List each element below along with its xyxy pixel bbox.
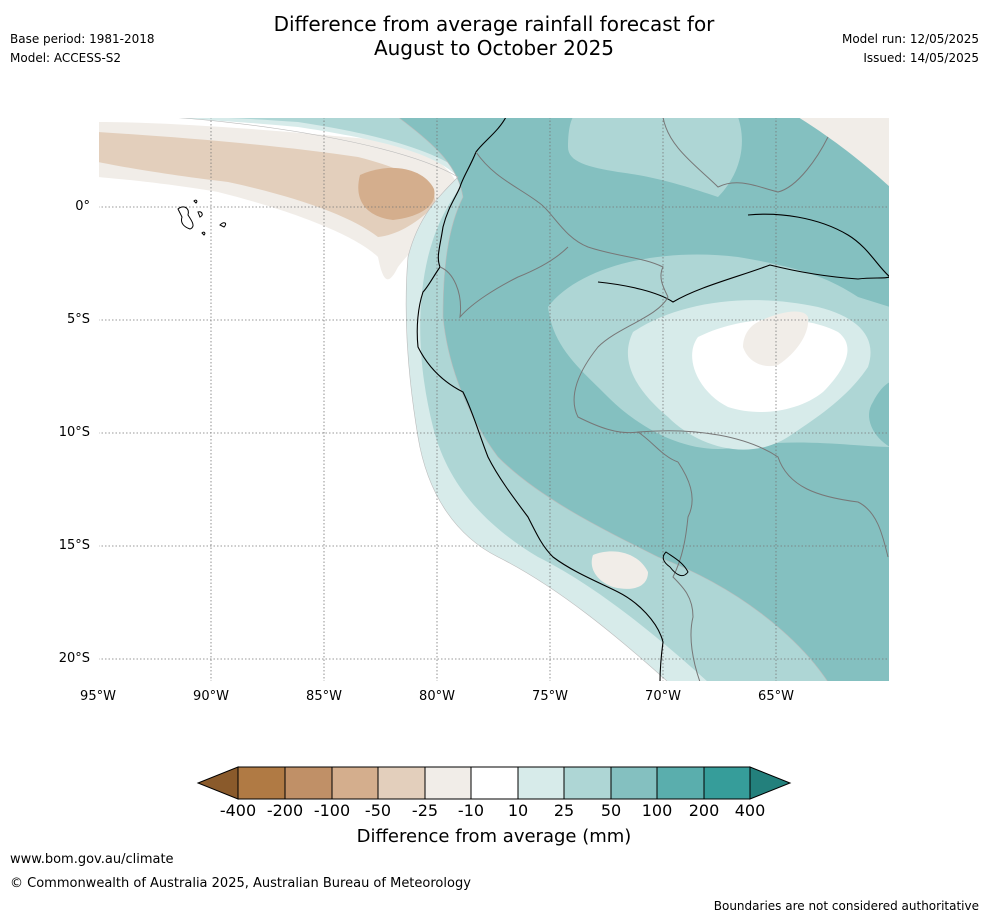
colorbar-swatch — [284, 766, 333, 800]
colorbar-tick: 100 — [641, 801, 673, 820]
copyright-notice: © Commonwealth of Australia 2025, Austra… — [10, 876, 471, 891]
colorbar-swatch — [237, 766, 286, 800]
colorbar-swatch — [563, 766, 612, 800]
galapagos-islands — [177, 199, 227, 236]
colorbar-tick: -400 — [219, 801, 257, 820]
colorbar-swatch — [470, 766, 519, 800]
lat-label-5s: 5°S — [66, 312, 90, 327]
colorbar-swatch — [656, 766, 705, 800]
colorbar-tick: 10 — [507, 801, 529, 820]
forecast-map — [98, 117, 890, 682]
lat-label-0: 0° — [75, 199, 90, 214]
dry-patch-south — [591, 551, 648, 589]
colorbar-swatch — [517, 766, 565, 800]
colorbar-swatch — [703, 766, 751, 800]
coastline-south-america — [416, 117, 664, 682]
lat-label-10s: 10°S — [58, 425, 90, 440]
coastline-amazon-south — [597, 264, 890, 303]
model-name: Model: ACCESS-S2 — [10, 51, 122, 65]
title-line-1: Difference from average rainfall forecas… — [273, 12, 715, 36]
lon-label-95w: 95°W — [80, 689, 116, 704]
colorbar-tick: -100 — [313, 801, 351, 820]
colorbar-extend-high — [749, 766, 792, 800]
boundaries-disclaimer: Boundaries are not considered authoritat… — [713, 899, 979, 913]
dry-patch-northeast — [798, 117, 890, 187]
colorbar-tick: 200 — [688, 801, 720, 820]
colorbar-tick: -200 — [266, 801, 304, 820]
colorbar-tick: -50 — [364, 801, 392, 820]
website-link[interactable]: www.bom.gov.au/climate — [10, 852, 174, 867]
colorbar-swatch — [610, 766, 658, 800]
lon-label-85w: 85°W — [306, 689, 342, 704]
dry-anomaly-50 — [358, 167, 435, 220]
lon-label-70w: 70°W — [645, 689, 681, 704]
base-period: Base period: 1981-2018 — [10, 32, 155, 46]
colorbar-tick: -10 — [457, 801, 485, 820]
country-borders — [439, 117, 889, 682]
coastline-amazon — [747, 213, 890, 278]
model-run: Model run: 12/05/2025 — [841, 32, 979, 46]
lon-label-80w: 80°W — [419, 689, 455, 704]
colorbar-label: Difference from average (mm) — [356, 826, 632, 847]
issued-date: Issued: 14/05/2025 — [863, 51, 979, 65]
colorbar-extend-low — [196, 766, 239, 800]
colorbar-tick: 50 — [600, 801, 622, 820]
wet-patch-50-east — [869, 382, 890, 447]
colorbar-swatch — [377, 766, 426, 800]
colorbar-swatch — [424, 766, 472, 800]
colorbar-tick: 25 — [553, 801, 575, 820]
lon-label-90w: 90°W — [193, 689, 229, 704]
graticule — [98, 117, 890, 682]
dry-anomaly-25 — [98, 132, 436, 237]
map-title: Difference from average rainfall forecas… — [0, 12, 988, 60]
colorbar-swatch — [331, 766, 379, 800]
lon-label-65w: 65°W — [758, 689, 794, 704]
colorbar — [196, 766, 792, 800]
wet-patch-25-north — [568, 117, 742, 197]
colorbar-tick: 400 — [734, 801, 766, 820]
lake-titicaca — [662, 551, 689, 577]
map-frame — [98, 117, 890, 682]
lat-label-15s: 15°S — [58, 538, 90, 553]
lon-label-75w: 75°W — [532, 689, 568, 704]
title-line-2: August to October 2025 — [373, 36, 615, 60]
colorbar-tick: -25 — [411, 801, 439, 820]
lat-label-20s: 20°S — [58, 651, 90, 666]
